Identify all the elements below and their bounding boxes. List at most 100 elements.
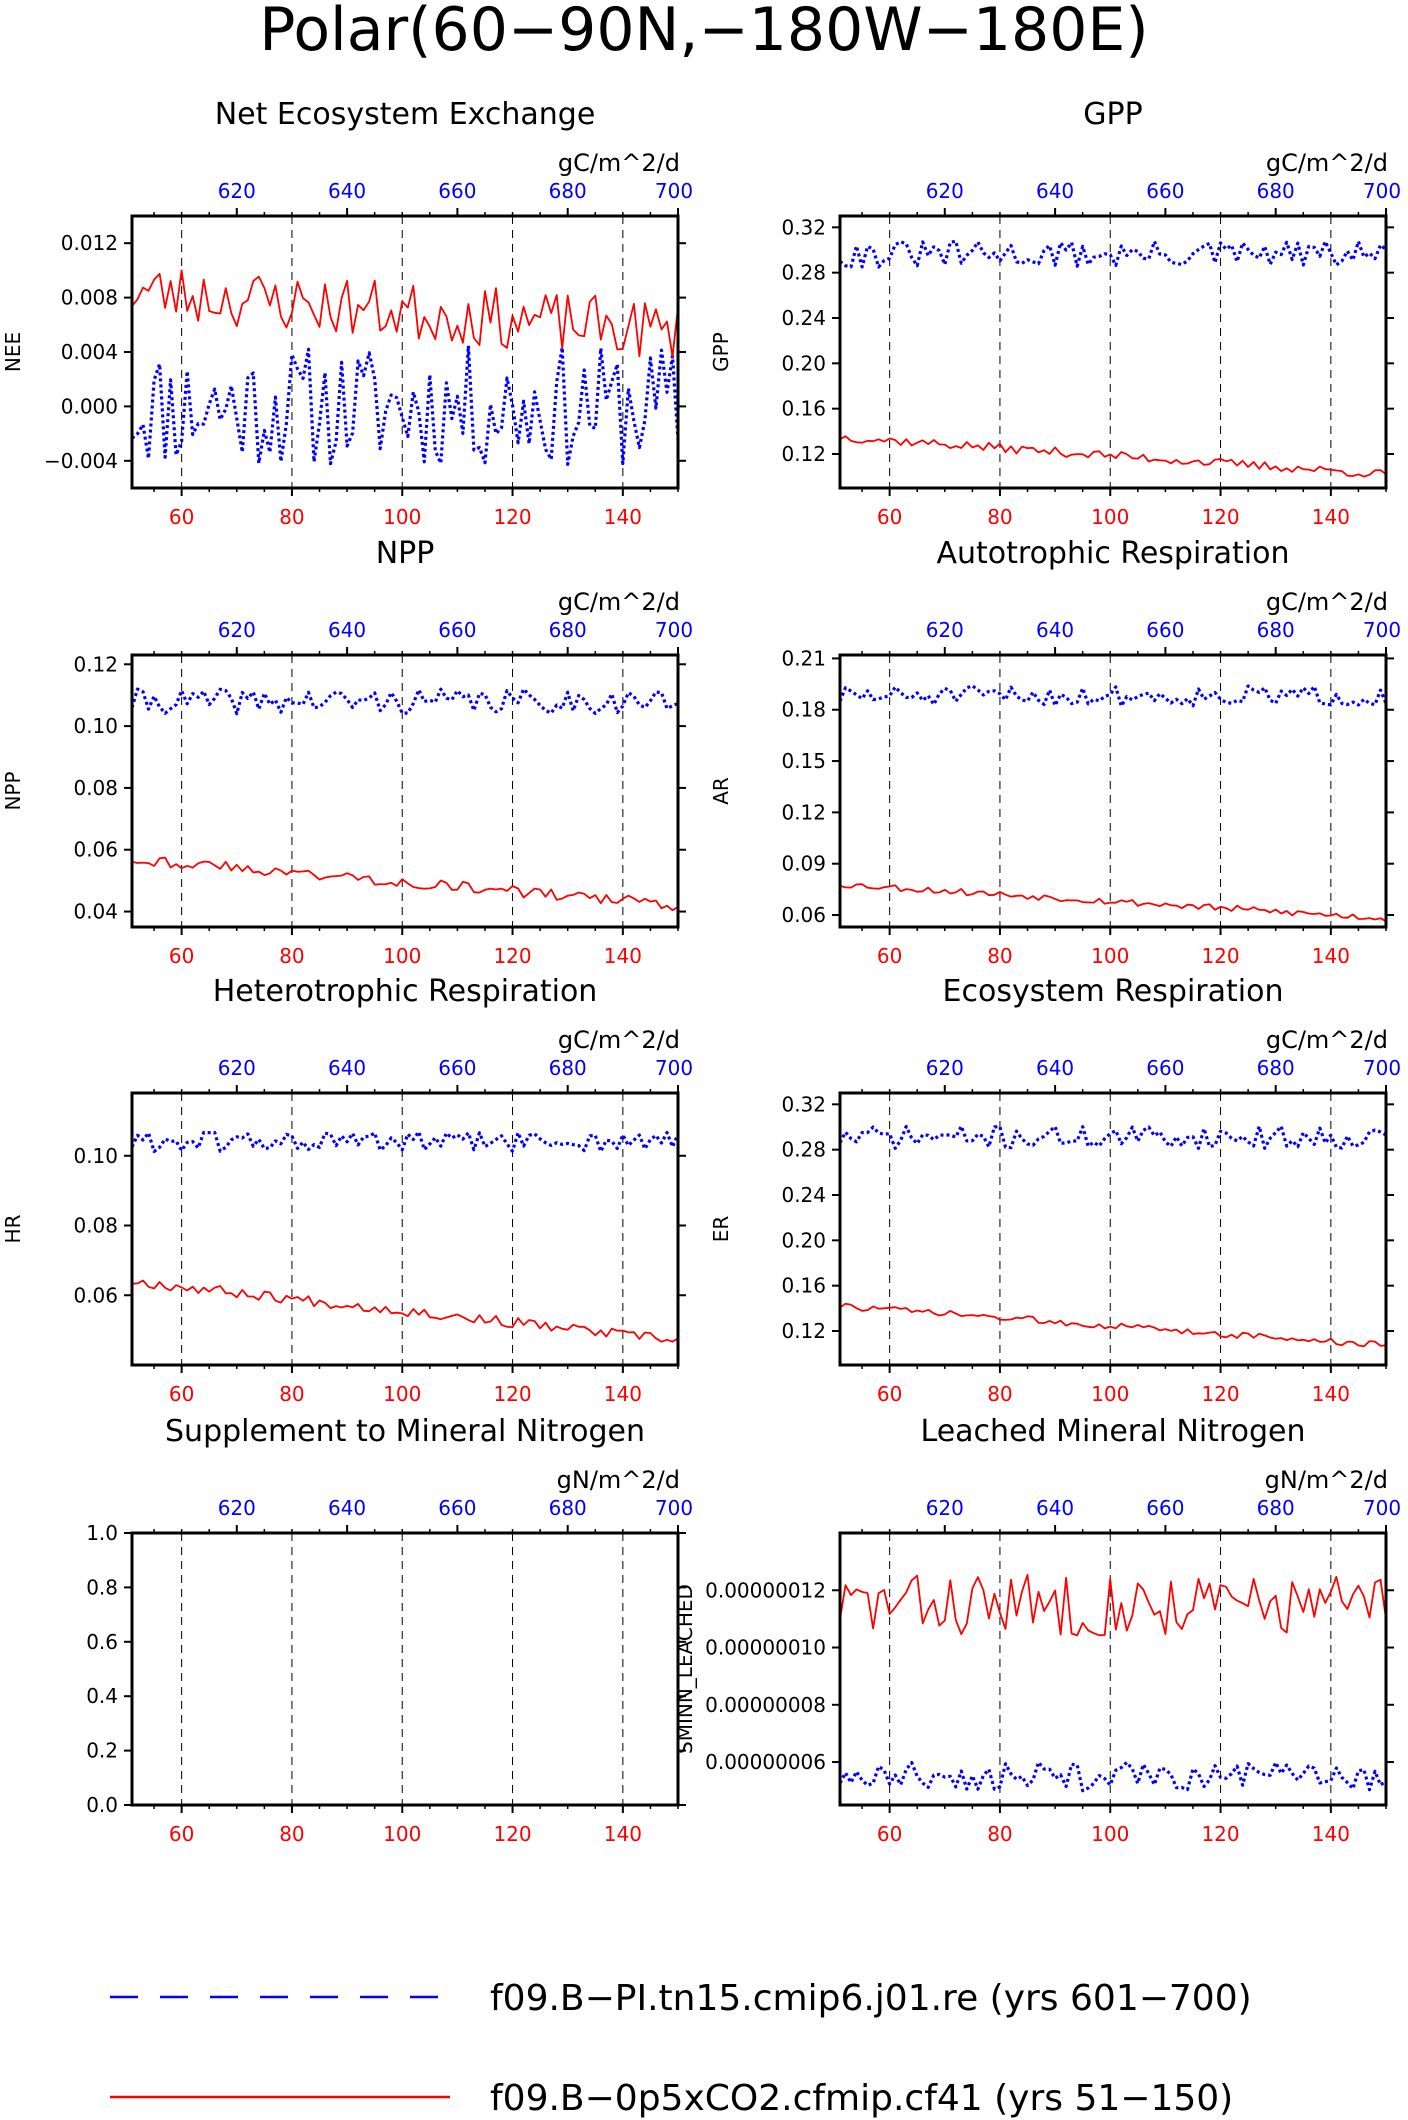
x-tick-label: 60: [169, 505, 194, 529]
y-tick-label: 0.004: [61, 340, 118, 364]
x-tick-label: 140: [604, 944, 642, 968]
x-top-tick-label: 680: [549, 1056, 587, 1080]
y-tick-label: 0.00000012: [705, 1578, 826, 1602]
y-tick-label: 0.4: [86, 1684, 118, 1708]
x-tick-label: 120: [1201, 1382, 1239, 1406]
x-top-tick-label: 660: [438, 618, 476, 642]
y-tick-label: 0.08: [73, 1214, 118, 1238]
x-top-tick-label: 640: [328, 179, 366, 203]
y-tick-label: 0.20: [781, 351, 826, 375]
y-tick-label: 0.06: [73, 1283, 118, 1307]
x-top-tick-label: 660: [1146, 179, 1184, 203]
plot-frame: [838, 214, 1388, 490]
panel-ylabel-4: HR: [1, 1214, 25, 1243]
x-tick-label: 60: [169, 1822, 194, 1846]
panel-2: NPP gC/m^2/d NPP 60 80 100 120 140 620 640 660 680 7…: [1, 536, 693, 968]
y-tick-label: 0.6: [86, 1630, 118, 1654]
x-tick-label: 120: [1201, 505, 1239, 529]
figure-title: Polar(60−90N,−180W−180E): [259, 0, 1148, 65]
x-tick-label: 60: [877, 1382, 902, 1406]
plot-frame: [130, 653, 680, 929]
series-line-1: [131, 1279, 679, 1343]
x-top-tick-label: 640: [328, 1056, 366, 1080]
plot-frame: [130, 214, 680, 490]
panel-5: Ecosystem Respiration gC/m^2/d ER 60 80 100 12…: [709, 974, 1401, 1406]
x-top-tick-label: 620: [218, 618, 256, 642]
x-top-tick-label: 640: [1036, 1496, 1074, 1520]
x-tick-label: 120: [493, 944, 531, 968]
panel-units-7: gN/m^2/d: [1265, 1466, 1388, 1494]
y-tick-label: 0.2: [86, 1739, 118, 1763]
y-tick-label: 0.09: [781, 852, 826, 876]
x-tick-label: 80: [279, 1382, 304, 1406]
x-tick-label: 100: [1091, 1822, 1129, 1846]
y-tick-label: 0.10: [73, 1144, 118, 1168]
x-top-tick-label: 680: [549, 179, 587, 203]
x-top-tick-label: 660: [1146, 1056, 1184, 1080]
x-top-tick-label: 640: [328, 618, 366, 642]
x-top-tick-label: 620: [218, 1056, 256, 1080]
x-top-tick-label: 660: [438, 179, 476, 203]
panel-title-4: Heterotrophic Respiration: [213, 974, 598, 1009]
panel-title-1: GPP: [1083, 97, 1142, 132]
panel-3: Autotrophic Respiration gC/m^2/d AR 60 80 100…: [709, 536, 1401, 968]
x-top-tick-label: 700: [655, 1496, 693, 1520]
plot-frame: [130, 1091, 680, 1367]
series-line-0: [838, 1124, 1387, 1150]
x-top-tick-label: 700: [1363, 1496, 1401, 1520]
legend-label-1: f09.B−0p5xCO2.cfmip.cf41 (yrs 51−150): [490, 2078, 1233, 2119]
x-tick-label: 120: [1201, 944, 1239, 968]
series-line-0: [838, 1760, 1387, 1793]
y-tick-label: 0.18: [781, 698, 826, 722]
x-top-tick-label: 640: [328, 1496, 366, 1520]
x-tick-label: 100: [383, 1382, 421, 1406]
x-tick-label: 140: [604, 1382, 642, 1406]
x-tick-label: 80: [987, 944, 1012, 968]
series-line-0: [839, 239, 1388, 269]
x-tick-label: 100: [383, 944, 421, 968]
x-tick-label: 100: [1091, 505, 1129, 529]
y-tick-label: 0.8: [86, 1575, 118, 1599]
plot-frame: [130, 1531, 680, 1807]
x-tick-label: 60: [877, 1822, 902, 1846]
x-tick-label: 80: [987, 505, 1012, 529]
x-tick-label: 140: [1312, 944, 1350, 968]
panel-title-6: Supplement to Mineral Nitrogen: [165, 1414, 645, 1449]
x-top-tick-label: 640: [1036, 618, 1074, 642]
panel-units-2: gC/m^2/d: [558, 588, 680, 616]
x-tick-label: 140: [604, 1822, 642, 1846]
x-tick-label: 60: [877, 505, 902, 529]
x-top-tick-label: 700: [655, 179, 693, 203]
y-tick-label: 0.06: [73, 838, 118, 862]
x-top-tick-label: 660: [1146, 1496, 1184, 1520]
panel-units-3: gC/m^2/d: [1266, 588, 1388, 616]
x-top-tick-label: 680: [1257, 179, 1295, 203]
y-tick-label: 0.16: [781, 1274, 826, 1298]
series-line-1: [131, 269, 679, 358]
y-tick-label: 1.0: [86, 1521, 118, 1545]
y-tick-label: 0.00000010: [705, 1636, 826, 1660]
y-tick-label: 0.32: [781, 215, 826, 239]
x-tick-label: 140: [604, 505, 642, 529]
panel-units-4: gC/m^2/d: [558, 1026, 680, 1054]
x-top-tick-label: 680: [1257, 1496, 1295, 1520]
panel-title-5: Ecosystem Respiration: [943, 974, 1284, 1009]
y-tick-label: 0.28: [781, 261, 826, 285]
y-tick-label: 0.12: [781, 442, 826, 466]
panel-ylabel-7: SMINN_LEACHED: [673, 1584, 697, 1754]
y-tick-label: 0.21: [781, 646, 826, 670]
x-tick-label: 80: [987, 1382, 1012, 1406]
y-tick-label: 0.24: [781, 1183, 826, 1207]
x-top-tick-label: 620: [926, 1496, 964, 1520]
x-top-tick-label: 660: [438, 1496, 476, 1520]
y-tick-label: 0.15: [781, 749, 826, 773]
panel-units-6: gN/m^2/d: [557, 1466, 680, 1494]
y-tick-label: 0.32: [781, 1092, 826, 1116]
x-top-tick-label: 660: [1146, 618, 1184, 642]
x-top-tick-label: 640: [1036, 179, 1074, 203]
x-top-tick-label: 620: [218, 1496, 256, 1520]
x-top-tick-label: 680: [549, 618, 587, 642]
series-line-0: [130, 1130, 680, 1154]
y-tick-label: 0.0: [86, 1793, 118, 1817]
x-top-tick-label: 660: [438, 1056, 476, 1080]
